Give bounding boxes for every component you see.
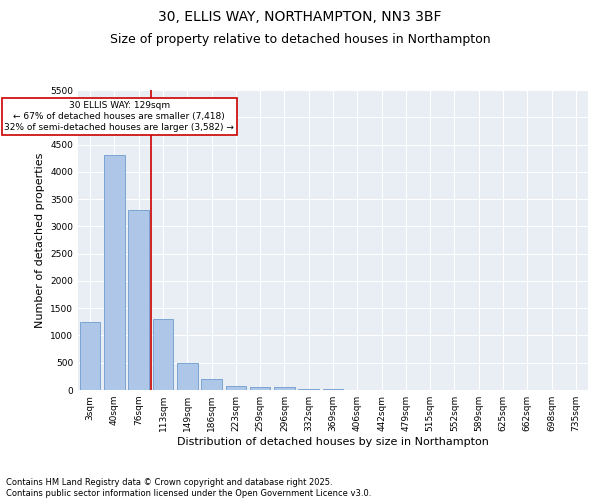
Bar [250,388,271,390]
Bar [274,388,295,390]
Bar [177,362,197,390]
Bar [128,210,149,390]
Y-axis label: Number of detached properties: Number of detached properties [35,152,44,328]
Bar [80,322,100,390]
X-axis label: Distribution of detached houses by size in Northampton: Distribution of detached houses by size … [177,437,489,447]
Bar [226,386,246,390]
Bar [152,319,173,390]
Text: 30 ELLIS WAY: 129sqm
← 67% of detached houses are smaller (7,418)
32% of semi-de: 30 ELLIS WAY: 129sqm ← 67% of detached h… [4,101,234,132]
Bar [201,379,222,390]
Text: Size of property relative to detached houses in Northampton: Size of property relative to detached ho… [110,32,490,46]
Text: 30, ELLIS WAY, NORTHAMPTON, NN3 3BF: 30, ELLIS WAY, NORTHAMPTON, NN3 3BF [158,10,442,24]
Text: Contains HM Land Registry data © Crown copyright and database right 2025.
Contai: Contains HM Land Registry data © Crown c… [6,478,371,498]
Bar [298,389,319,390]
Bar [104,156,125,390]
